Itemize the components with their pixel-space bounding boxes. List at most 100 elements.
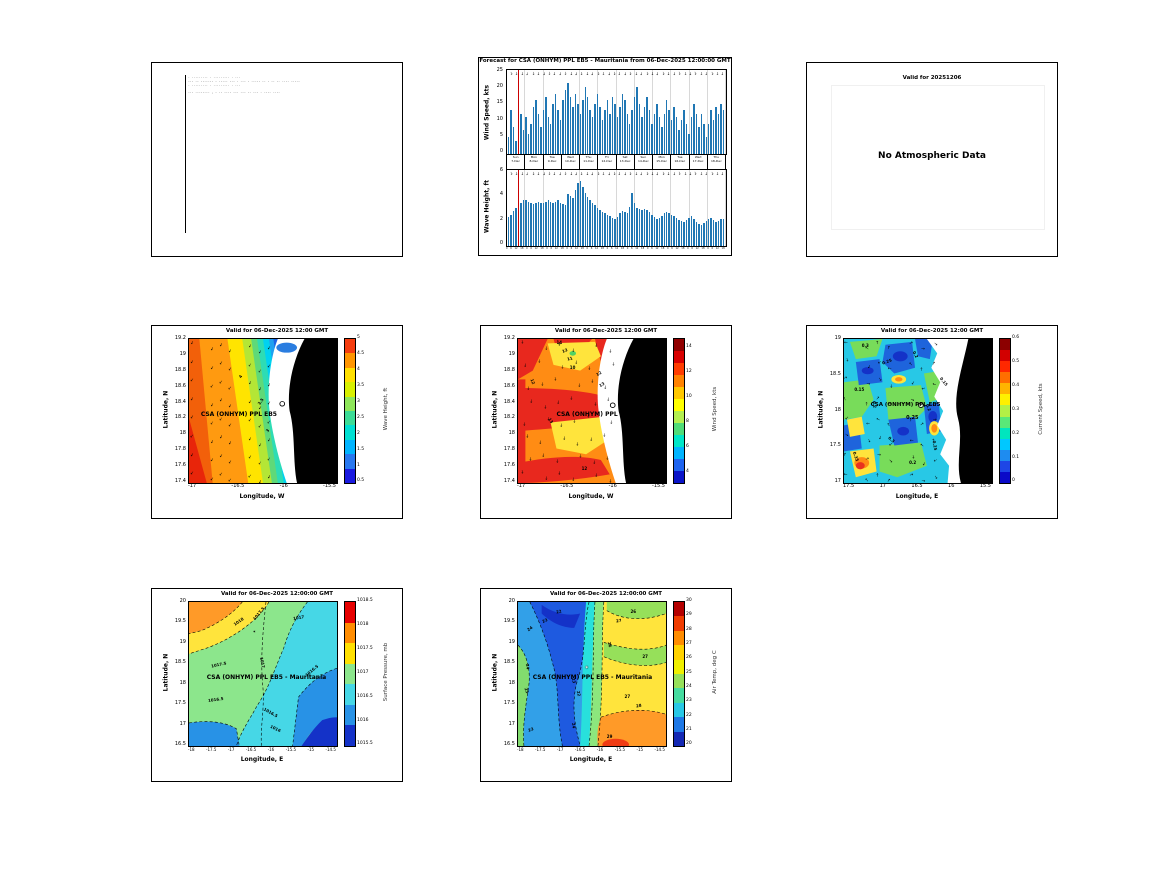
- colorbar-segment: [674, 731, 684, 747]
- data-bar: [717, 113, 720, 154]
- tick-label: 10: [686, 394, 692, 400]
- hour-tick-label: 12: [615, 247, 619, 250]
- direction-arrow-icon: →: [520, 421, 526, 426]
- colorbar-segment: [345, 663, 355, 685]
- colorbar-segment: [345, 382, 355, 397]
- tick-label: 16.5: [911, 483, 923, 489]
- map-title: Valid for 06-Dec-2025 12:00:00 GMT: [220, 591, 334, 597]
- colorbar-segment: [674, 688, 684, 703]
- tick-label: 22: [686, 712, 692, 718]
- direction-arrow-icon: →: [542, 346, 549, 351]
- tick-label: 18.5: [829, 370, 841, 377]
- x-axis-label: Longitude, E: [895, 493, 939, 500]
- tick-label: 19: [834, 335, 841, 341]
- colorbar-segment: [1000, 405, 1010, 417]
- tick-label: 0.4: [1012, 382, 1020, 388]
- direction-arrow-icon: →: [593, 472, 599, 477]
- y-axis-ticks: 20 19.5 19 18.5 18 17.5 17 16.5: [493, 599, 515, 747]
- hour-tick-label: 18: [580, 247, 584, 250]
- wind-y-axis-label: Wind Speed, kts: [483, 84, 491, 141]
- direction-arrow-icon: →: [538, 381, 544, 386]
- contour-label: 26: [630, 609, 637, 615]
- data-bar: [535, 100, 537, 154]
- data-bar: [515, 208, 517, 246]
- hour-tick-label: 18: [600, 247, 604, 250]
- data-bar: [604, 110, 606, 154]
- tick-label: 4.5: [357, 350, 365, 356]
- direction-arrow-icon: →: [556, 471, 562, 476]
- hour-tick-label: 12: [594, 247, 599, 250]
- hour-tick-label: 0: [526, 247, 528, 250]
- day-cell: Tue 16-Dec: [670, 155, 688, 170]
- colorbar: [673, 338, 685, 484]
- direction-arrow-icon: →: [576, 454, 583, 459]
- colorbar-segment: [674, 387, 684, 399]
- air-temp-map-panel: Valid for 06-Dec-2025 12:00:00 GMT Latit…: [480, 588, 732, 782]
- tick-label: 18.8: [174, 366, 186, 373]
- data-bar: [569, 96, 572, 154]
- data-bar: [683, 222, 685, 246]
- current-time-marker: [517, 170, 520, 246]
- data-bar: [668, 110, 670, 154]
- hour-tick-label: 18: [641, 247, 645, 250]
- tick-label: 19: [508, 638, 515, 645]
- text-line: --- -------- , - -- ---- --- --- -- --- …: [188, 90, 281, 94]
- direction-arrow-icon: →: [876, 452, 882, 459]
- contour-label: 26: [606, 641, 613, 649]
- hour-tick-label: 18: [661, 247, 665, 250]
- direction-arrow-icon: →: [603, 455, 609, 460]
- direction-arrow-icon: →: [606, 348, 612, 354]
- direction-arrow-icon: →: [921, 346, 926, 352]
- data-bar: [508, 137, 510, 154]
- data-bar: [700, 113, 703, 154]
- colorbar-segment: [345, 353, 355, 368]
- hour-tick-label: 18: [721, 247, 725, 250]
- day-cell: Mon 8-Dec: [524, 155, 542, 170]
- station-marker-icon: ✶: [252, 629, 256, 635]
- hour-tick-label: 6: [550, 247, 553, 250]
- direction-arrow-icon: →: [875, 472, 882, 477]
- air-temp-field: [518, 602, 666, 746]
- current-time-marker: [517, 70, 520, 154]
- data-bar: [670, 120, 673, 154]
- direction-arrow-icon: →: [605, 397, 611, 402]
- data-bar: [651, 214, 653, 246]
- colorbar-segment: [674, 471, 684, 483]
- data-bar: [584, 86, 586, 154]
- data-bar: [631, 192, 633, 246]
- tick-label: 19.5: [503, 618, 515, 625]
- tick-label: 17: [879, 483, 886, 489]
- data-bar: [675, 117, 678, 154]
- tick-label: 18.2: [503, 414, 515, 421]
- station-marker-icon: ✶: [584, 665, 589, 672]
- tick-label: 5: [499, 131, 503, 138]
- data-bar: [648, 110, 651, 154]
- contour-label: 29: [606, 734, 613, 740]
- tick-label: 24: [686, 684, 692, 690]
- site-label: CSA (ONHYM) PPL EB5: [556, 411, 633, 418]
- data-bar: [693, 218, 695, 246]
- wave-y-axis-ticks: 6 4 2 0: [491, 168, 503, 246]
- tick-label: 2: [499, 215, 503, 222]
- colorbar-segment: [345, 704, 355, 726]
- direction-arrow-icon: →: [255, 478, 262, 484]
- tick-label: 17.6: [503, 462, 515, 468]
- data-bar: [680, 221, 683, 246]
- data-bar: [661, 127, 663, 154]
- colorbar-segment: [1000, 383, 1010, 395]
- tick-label: 3.5: [357, 382, 365, 388]
- data-bar: [606, 214, 609, 246]
- text-panel-rule: [185, 75, 186, 233]
- direction-arrow-icon: →: [551, 377, 558, 382]
- tick-label: -16: [596, 747, 604, 752]
- data-bar: [666, 100, 668, 154]
- tick-label: 1017: [357, 669, 369, 675]
- colorbar-segment: [1000, 471, 1010, 484]
- text-line: . ......... . ......... . ...: [188, 75, 241, 79]
- contour-label: 27: [624, 694, 631, 700]
- valid-for-title: Valid for 20251206: [902, 75, 962, 81]
- data-bar: [638, 209, 641, 246]
- data-bar: [616, 216, 619, 246]
- direction-arrow-icon: →: [246, 435, 253, 441]
- direction-arrow-icon: →: [588, 378, 595, 383]
